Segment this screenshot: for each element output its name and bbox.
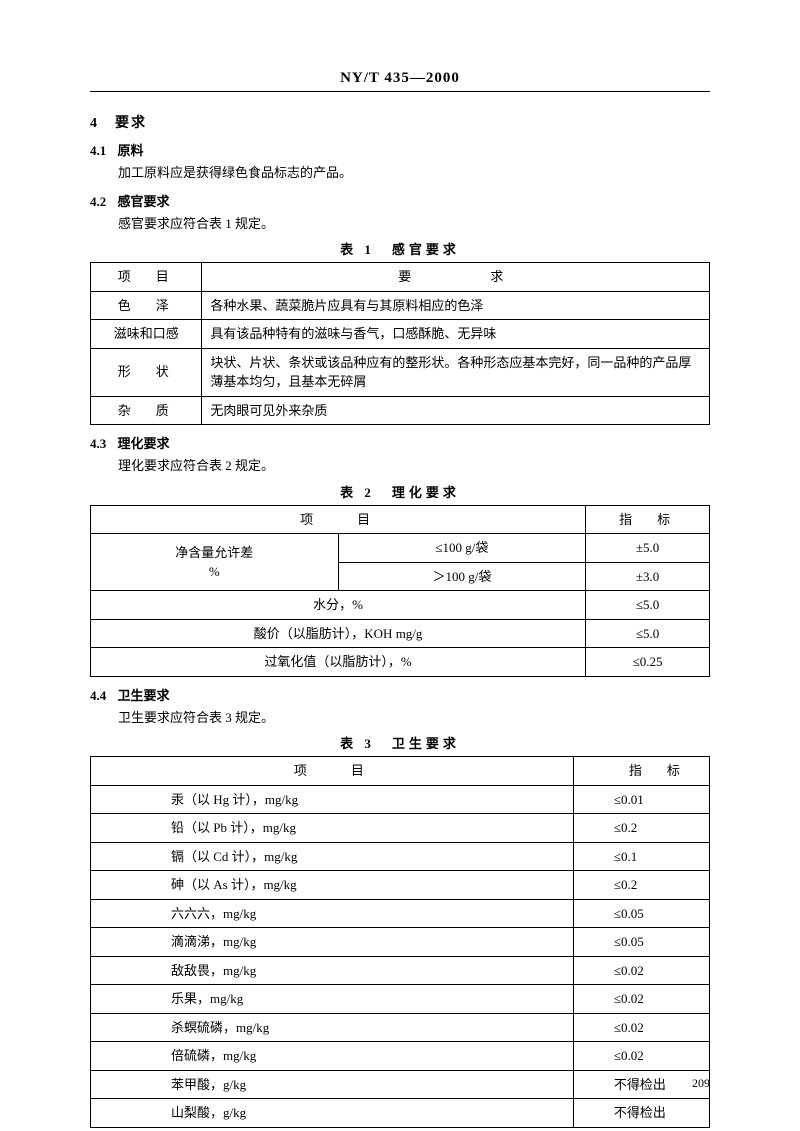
section-num: 4.2 <box>90 194 106 209</box>
td-val: ≤5.0 <box>586 591 710 620</box>
section-text: 理化要求 <box>118 436 170 451</box>
table-row: 项 目 指 标 <box>91 757 710 786</box>
th-item: 项 目 <box>91 757 574 786</box>
section-4-4-body: 卫生要求应符合表 3 规定。 <box>118 708 710 728</box>
td-val: ≤5.0 <box>586 619 710 648</box>
td-item: 敌敌畏，mg/kg <box>91 956 574 985</box>
td-item: 砷（以 As 计），mg/kg <box>91 871 574 900</box>
section-num: 4.4 <box>90 688 106 703</box>
table-row: 倍硫磷，mg/kg≤0.02 <box>91 1042 710 1071</box>
td-item: 滋味和口感 <box>91 320 202 349</box>
table-row: 铅（以 Pb 计），mg/kg≤0.2 <box>91 814 710 843</box>
td-val: ≤0.05 <box>573 899 709 928</box>
th-item: 项 目 <box>91 263 202 292</box>
doc-header: NY/T 435—2000 <box>90 70 710 92</box>
section-num: 4.3 <box>90 436 106 451</box>
td-val: ≤0.01 <box>573 785 709 814</box>
table-row: 项 目 指 标 <box>91 505 710 534</box>
td-item: 酸价（以脂肪计），KOH mg/g <box>91 619 586 648</box>
td-item: 苯甲酸，g/kg <box>91 1070 574 1099</box>
td-item: 山梨酸，g/kg <box>91 1099 574 1128</box>
td-val: ≤0.2 <box>573 871 709 900</box>
td-cond: ＞100 g/袋 <box>338 562 586 591</box>
section-4-3-heading: 4.3 理化要求 <box>90 433 710 452</box>
table-3-caption: 表 3 卫生要求 <box>90 733 710 752</box>
table-row: 敌敌畏，mg/kg≤0.02 <box>91 956 710 985</box>
td-val: ≤0.02 <box>573 1042 709 1071</box>
section-text: 感官要求 <box>118 194 170 209</box>
table-row: 净含量允许差 % ≤100 g/袋 ±5.0 <box>91 534 710 563</box>
table-row: 水分，% ≤5.0 <box>91 591 710 620</box>
td-val: ±3.0 <box>586 562 710 591</box>
table-row: 色 泽 各种水果、蔬菜脆片应具有与其原料相应的色泽 <box>91 291 710 320</box>
net-label2: % <box>209 564 220 579</box>
table-1: 项 目 要 求 色 泽 各种水果、蔬菜脆片应具有与其原料相应的色泽 滋味和口感 … <box>90 262 710 425</box>
table-row: 六六六，mg/kg≤0.05 <box>91 899 710 928</box>
table-row: 乐果，mg/kg≤0.02 <box>91 985 710 1014</box>
td-item: 色 泽 <box>91 291 202 320</box>
th-req: 要 求 <box>202 263 710 292</box>
table-row: 滋味和口感 具有该品种特有的滋味与香气，口感酥脆、无异味 <box>91 320 710 349</box>
td-item: 镉（以 Cd 计），mg/kg <box>91 842 574 871</box>
table-row: 酸价（以脂肪计），KOH mg/g ≤5.0 <box>91 619 710 648</box>
td-item: 过氧化值（以脂肪计），% <box>91 648 586 677</box>
section-4-3-body: 理化要求应符合表 2 规定。 <box>118 456 710 476</box>
table-2: 项 目 指 标 净含量允许差 % ≤100 g/袋 ±5.0 ＞100 g/袋 … <box>90 505 710 677</box>
table-row: 项 目 要 求 <box>91 263 710 292</box>
td-val: ≤0.2 <box>573 814 709 843</box>
section-text: 卫生要求 <box>118 688 170 703</box>
table-row: 杂 质 无肉眼可见外来杂质 <box>91 396 710 425</box>
table-row: 砷（以 As 计），mg/kg≤0.2 <box>91 871 710 900</box>
table-row: 滴滴涕，mg/kg≤0.05 <box>91 928 710 957</box>
td-item: 倍硫磷，mg/kg <box>91 1042 574 1071</box>
table-row: 杀螟硫磷，mg/kg≤0.02 <box>91 1013 710 1042</box>
td-item: 汞（以 Hg 计），mg/kg <box>91 785 574 814</box>
table-row: 过氧化值（以脂肪计），% ≤0.25 <box>91 648 710 677</box>
td-val: ≤0.1 <box>573 842 709 871</box>
td-val: ≤0.02 <box>573 1013 709 1042</box>
td-req: 无肉眼可见外来杂质 <box>202 396 710 425</box>
table-1-caption: 表 1 感官要求 <box>90 239 710 258</box>
td-val: ≤0.05 <box>573 928 709 957</box>
td-item: 铅（以 Pb 计），mg/kg <box>91 814 574 843</box>
td-val: ≤0.25 <box>586 648 710 677</box>
section-num: 4.1 <box>90 143 106 158</box>
td-val: 不得检出 <box>573 1070 709 1099</box>
table-2-caption: 表 2 理化要求 <box>90 482 710 501</box>
td-val: ±5.0 <box>586 534 710 563</box>
td-val: ≤0.02 <box>573 985 709 1014</box>
th-val: 指 标 <box>586 505 710 534</box>
td-item: 乐果，mg/kg <box>91 985 574 1014</box>
table-row: 汞（以 Hg 计），mg/kg≤0.01 <box>91 785 710 814</box>
td-req: 具有该品种特有的滋味与香气，口感酥脆、无异味 <box>202 320 710 349</box>
td-val: 不得检出 <box>573 1099 709 1128</box>
section-text: 原料 <box>118 143 144 158</box>
table-row: 山梨酸，g/kg不得检出 <box>91 1099 710 1128</box>
td-req: 各种水果、蔬菜脆片应具有与其原料相应的色泽 <box>202 291 710 320</box>
section-4-1-body: 加工原料应是获得绿色食品标志的产品。 <box>118 163 710 183</box>
section-4-2-body: 感官要求应符合表 1 规定。 <box>118 214 710 234</box>
section-4-heading: 4 要求 <box>90 112 710 132</box>
td-item: 水分，% <box>91 591 586 620</box>
td-item: 六六六，mg/kg <box>91 899 574 928</box>
th-item: 项 目 <box>91 505 586 534</box>
td-item: 杀螟硫磷，mg/kg <box>91 1013 574 1042</box>
net-label1: 净含量允许差 <box>175 545 253 560</box>
th-val: 指 标 <box>573 757 709 786</box>
td-item: 净含量允许差 % <box>91 534 339 591</box>
table-row: 苯甲酸，g/kg不得检出 <box>91 1070 710 1099</box>
td-cond: ≤100 g/袋 <box>338 534 586 563</box>
page-number: 209 <box>692 1076 710 1091</box>
section-4-4-heading: 4.4 卫生要求 <box>90 685 710 704</box>
td-item: 滴滴涕，mg/kg <box>91 928 574 957</box>
table-row: 形 状 块状、片状、条状或该品种应有的整形状。各种形态应基本完好，同一品种的产品… <box>91 348 710 396</box>
td-item: 形 状 <box>91 348 202 396</box>
table-row: 镉（以 Cd 计），mg/kg≤0.1 <box>91 842 710 871</box>
section-4-2-heading: 4.2 感官要求 <box>90 191 710 210</box>
td-item: 杂 质 <box>91 396 202 425</box>
td-req: 块状、片状、条状或该品种应有的整形状。各种形态应基本完好，同一品种的产品厚薄基本… <box>202 348 710 396</box>
td-val: ≤0.02 <box>573 956 709 985</box>
section-4-1-heading: 4.1 原料 <box>90 140 710 159</box>
table-3: 项 目 指 标 汞（以 Hg 计），mg/kg≤0.01 铅（以 Pb 计），m… <box>90 756 710 1128</box>
